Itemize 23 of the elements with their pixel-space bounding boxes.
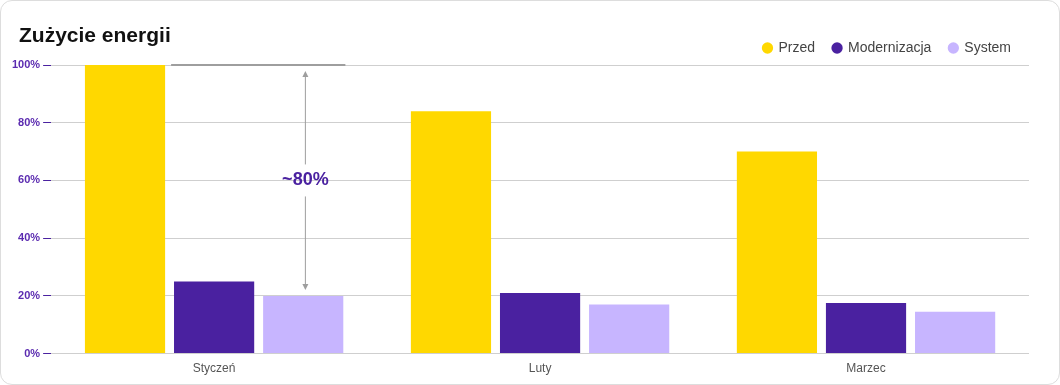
legend-label: Modernizacja	[848, 38, 932, 55]
legend-label: Przed	[778, 38, 816, 55]
x-tick-label: Luty	[528, 361, 552, 376]
y-tick-label: 60%	[18, 173, 41, 186]
annotation: ~80%	[282, 169, 329, 190]
x-tick-label: Styczeń	[192, 361, 236, 376]
bar	[174, 281, 255, 354]
y-tick-label: 100%	[11, 58, 41, 71]
bar	[589, 304, 670, 354]
bar	[499, 292, 581, 354]
bar	[263, 295, 344, 354]
y-tick-label: 40%	[18, 231, 41, 244]
y-tick-label: 0%	[24, 346, 41, 359]
bar	[825, 303, 907, 354]
bar	[410, 111, 492, 354]
chart-title: Zużycie energii	[19, 23, 171, 47]
bar	[84, 65, 166, 354]
x-tick-label: Marzec	[846, 361, 886, 376]
y-tick-label: 80%	[18, 115, 41, 128]
legend-label: System	[964, 38, 1012, 55]
bar	[915, 311, 996, 354]
y-tick-label: 20%	[18, 288, 41, 301]
bar	[736, 151, 818, 354]
